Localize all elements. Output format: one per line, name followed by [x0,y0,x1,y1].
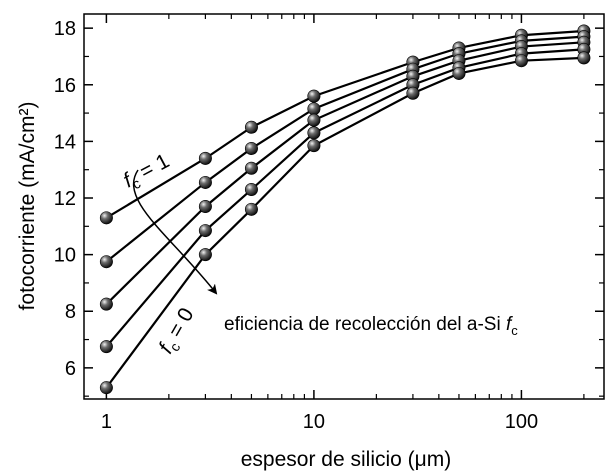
data-point [198,248,212,262]
y-tick-label: 8 [65,301,76,323]
y-tick-label: 12 [54,188,76,210]
y-axis-label: fotocorriente (mA/cm²) [16,102,39,311]
y-tick-label: 10 [54,245,76,267]
data-point [452,66,466,80]
x-tick-label: 10 [303,411,325,433]
data-point [307,102,321,116]
arrow-annotation-text: eficiencia de recolección del a-Si fc [224,314,518,338]
plot-frame [83,13,605,400]
data-point [307,126,321,140]
series-points [99,24,591,395]
data-point [514,54,528,68]
y-tick-label: 14 [54,131,76,153]
series-lines [105,29,584,389]
data-point [198,224,212,238]
series-line-1 [105,29,584,219]
data-point [307,89,321,103]
data-point [244,183,258,197]
x-axis-label: espesor de silicio (μm) [241,448,452,471]
data-point [244,161,258,175]
series-line-3 [105,41,584,305]
data-point [244,141,258,155]
data-point [406,86,420,100]
data-point [99,297,113,311]
data-point [99,381,113,395]
data-point [577,51,591,65]
x-tick-label: 1 [101,411,112,433]
series-line-2 [105,35,584,263]
y-tick-label: 6 [65,358,76,380]
annotation-arrow [132,169,218,295]
data-point [99,340,113,354]
data-point [198,200,212,214]
data-point [307,139,321,153]
y-tick-label: 16 [54,75,76,97]
data-point [244,120,258,134]
data-point [198,175,212,189]
series-line-4 [105,48,584,348]
y-tick-label: 18 [54,18,76,40]
data-point [99,211,113,225]
x-tick-label: 100 [505,411,538,433]
top-series-label: fc = 1 [120,149,175,195]
data-point [244,202,258,216]
data-point [307,113,321,127]
series-line-5 [105,56,584,389]
data-point [99,255,113,269]
data-point [198,151,212,165]
axis-ticks: 1 10 100 6 8 10 12 14 16 18 [54,14,604,433]
